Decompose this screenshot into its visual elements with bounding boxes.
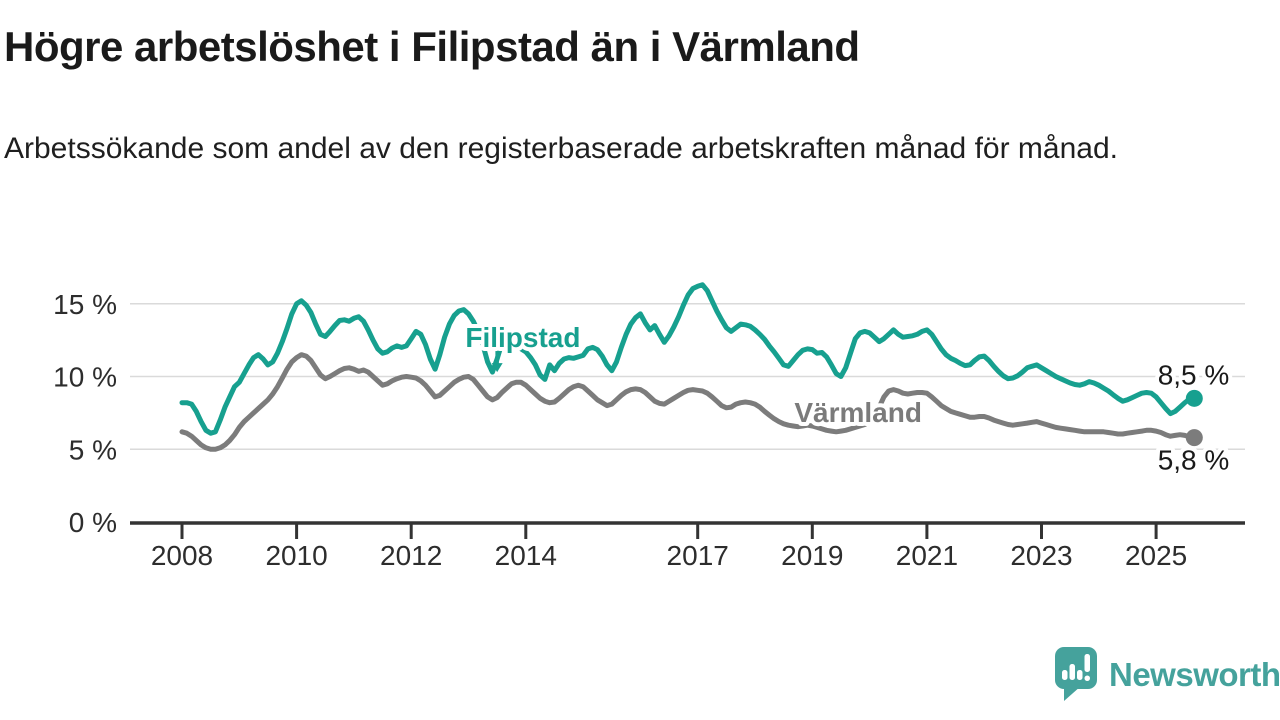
varmland-end-dot xyxy=(1185,429,1203,447)
y-axis-label: 0 % xyxy=(69,507,117,538)
annotation-arrow-head xyxy=(491,363,503,373)
newsworthy-logo: Newsworthy xyxy=(1054,646,1280,704)
filipstad-label: Filipstad xyxy=(465,322,580,353)
varmland-line xyxy=(179,352,1197,452)
varmland-label: Värmland xyxy=(794,397,922,428)
page-subtitle: Arbetssökande som andel av den registerb… xyxy=(4,132,1118,165)
y-axis-label: 15 % xyxy=(53,289,117,320)
newsworthy-logo-text: Newsworthy xyxy=(1109,656,1280,693)
x-axis-tick-label: 2014 xyxy=(495,540,557,571)
x-axis-tick-label: 2017 xyxy=(667,540,729,571)
x-axis-tick-label: 2008 xyxy=(151,540,213,571)
x-axis-tick-label: 2010 xyxy=(265,540,327,571)
x-axis-tick-label: 2023 xyxy=(1010,540,1072,571)
x-axis-tick-label: 2019 xyxy=(781,540,843,571)
x-axis-tick-label: 2012 xyxy=(380,540,442,571)
varmland-end-value-label: 5,8 % xyxy=(1158,445,1230,476)
x-axis-tick-label: 2021 xyxy=(896,540,958,571)
y-axis-label: 5 % xyxy=(69,434,117,465)
y-axis-label: 10 % xyxy=(53,362,117,393)
filipstad-end-dot xyxy=(1185,389,1203,407)
page-title: Högre arbetslöshet i Filipstad än i Värm… xyxy=(4,23,860,70)
filipstad-line xyxy=(179,282,1197,436)
x-axis-tick-label: 2025 xyxy=(1125,540,1187,571)
newsworthy-logo-icon xyxy=(1055,647,1097,701)
filipstad-end-value-label: 8,5 % xyxy=(1158,359,1230,390)
